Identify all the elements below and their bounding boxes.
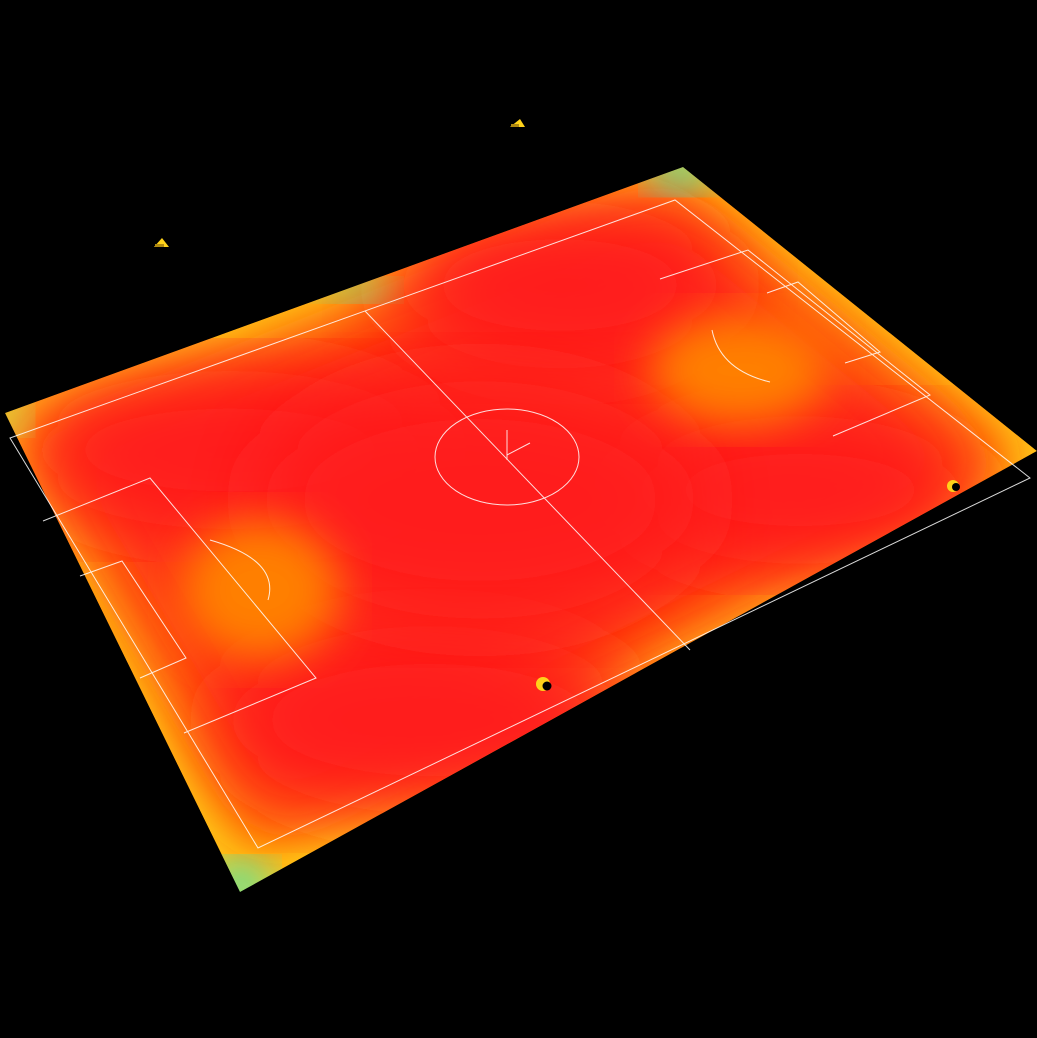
center-circle — [434, 408, 580, 506]
pitch-markings — [9, 199, 1031, 849]
light-marker-icon — [947, 480, 960, 492]
left-penalty-arc — [209, 539, 271, 601]
pitch-boundary — [9, 199, 1031, 849]
left-penalty-area — [42, 477, 317, 734]
floodlight-icon — [510, 119, 525, 127]
illuminance-heatmap — [5, 167, 1037, 892]
light-marker-icon — [536, 677, 552, 691]
floodlight-icon — [154, 238, 169, 247]
right-penalty-area — [659, 249, 931, 437]
right-goal-area — [766, 281, 882, 364]
right-penalty-arc — [711, 329, 771, 383]
halfway-line — [364, 310, 691, 651]
left-goal-area — [79, 560, 187, 679]
